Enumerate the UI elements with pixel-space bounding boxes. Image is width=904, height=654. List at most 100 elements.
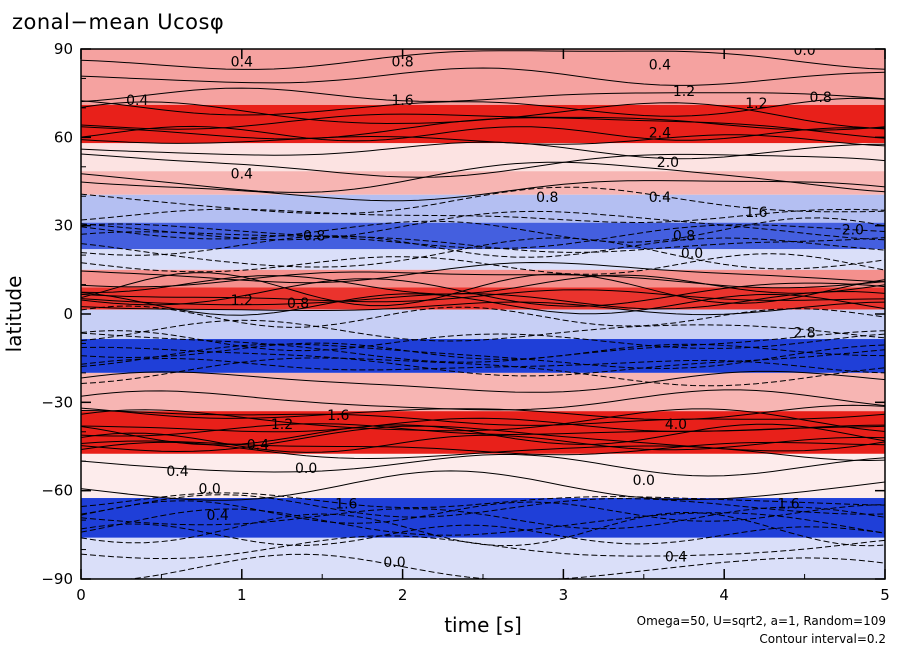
contour-label: 0.8 — [391, 55, 413, 71]
contour-label: 1.2 — [231, 293, 253, 309]
contour-line — [81, 492, 885, 509]
contour-line — [81, 432, 885, 453]
contour-label: 0.8 — [536, 190, 558, 206]
contour-line — [81, 441, 885, 462]
params-note: Omega=50, U=sqrt2, a=1, Random=109 — [636, 614, 886, 628]
contour-line — [81, 346, 885, 377]
contour-line — [81, 113, 885, 131]
contour-lines — [81, 50, 885, 579]
y-tick-label: −90 — [41, 570, 73, 588]
contour-label: 1.2 — [271, 417, 293, 433]
contour-interval-note: Contour interval=0.2 — [759, 632, 886, 646]
contour-line — [81, 389, 885, 411]
contour-label: 2.8 — [793, 326, 815, 342]
contour-line — [81, 511, 885, 547]
contour-line — [81, 423, 885, 437]
field-bands — [81, 49, 885, 579]
contour-label: 0.0 — [295, 461, 317, 477]
contour-line — [81, 425, 885, 453]
x-tick-label: 1 — [237, 586, 247, 604]
field-band — [81, 309, 885, 340]
contour-line — [81, 237, 885, 270]
contour-label: 4.0 — [665, 417, 687, 433]
x-tick-label: 4 — [719, 586, 729, 604]
contour-label: 0.8 — [810, 90, 832, 106]
contour-line — [81, 271, 885, 289]
contour-line — [81, 523, 885, 546]
field-band — [81, 49, 885, 105]
contour-line — [81, 50, 885, 70]
field-band — [81, 222, 885, 250]
contour-line — [81, 301, 885, 316]
y-tick-label: −60 — [41, 482, 73, 500]
contour-line — [81, 274, 885, 295]
y-axis: −90 −60 −30 0 30 60 90 — [41, 40, 885, 588]
contour-label: 1.2 — [745, 96, 767, 112]
x-tick-label: 2 — [398, 586, 408, 604]
contour-line — [81, 208, 885, 224]
contour-label: 1.6 — [335, 496, 357, 512]
contour-line — [81, 292, 885, 316]
contour-label: 1.6 — [391, 93, 413, 109]
contour-label: 0.0 — [681, 246, 703, 262]
contour-line — [81, 161, 885, 193]
contour-label: 1.2 — [673, 84, 695, 100]
contour-label: 0.4 — [231, 55, 253, 71]
field-band — [81, 249, 885, 270]
contour-line — [81, 319, 885, 342]
field-band — [81, 143, 885, 172]
contour-label: 1.6 — [745, 205, 767, 221]
contour-line — [81, 67, 885, 86]
field-band — [81, 339, 885, 373]
contour-label: 0.4 — [649, 190, 671, 206]
contour-line — [81, 231, 885, 253]
contour-label: 0.4 — [649, 58, 671, 74]
contour-label: 0.8 — [673, 228, 695, 244]
y-tick-label: −30 — [41, 393, 73, 411]
contour-line — [81, 440, 885, 456]
y-tick-label: 30 — [54, 217, 73, 235]
contour-label: 0.8 — [287, 296, 309, 312]
y-tick-label: 90 — [54, 40, 73, 58]
contour-label: 0.4 — [247, 437, 269, 453]
contour-line — [81, 261, 885, 284]
contour-line — [81, 454, 885, 477]
contour-line — [81, 305, 885, 328]
contour-line — [81, 508, 885, 536]
contour-label: 0.8 — [303, 228, 325, 244]
contour-label: 1.6 — [777, 496, 799, 512]
contour-line — [81, 117, 885, 140]
contour-label: 2.0 — [842, 223, 864, 239]
contour-line — [81, 290, 885, 310]
contour-line — [81, 500, 885, 524]
contour-labels: 0.4 0.8 0.4 0.0 0.4 1.6 1.2 1.2 0.8 2.4 2.0 0.4 0.8 0… — [126, 43, 864, 571]
x-tick-label: 3 — [559, 586, 569, 604]
contour-line — [81, 408, 885, 432]
contour-line — [81, 272, 885, 307]
field-band — [81, 269, 885, 288]
contour-label: 0.4 — [207, 508, 229, 524]
contour-line — [81, 343, 885, 370]
contour-line — [81, 470, 885, 501]
y-tick-label: 60 — [54, 128, 73, 146]
contour-label: 0.4 — [166, 464, 188, 480]
field-band — [81, 194, 885, 223]
contour-label: 0.0 — [633, 473, 655, 489]
field-band — [81, 171, 885, 195]
contour-label: 2.4 — [649, 125, 671, 141]
contour-label: 2.0 — [657, 155, 679, 171]
contour-line — [81, 370, 885, 393]
contour-label: 0.4 — [665, 549, 687, 565]
x-axis-label: time [s] — [444, 613, 522, 637]
contour-label: 1.6 — [327, 408, 349, 424]
contour-line — [81, 357, 885, 387]
contour-line — [81, 404, 885, 420]
field-band — [81, 453, 885, 499]
x-axis: 0 1 2 3 4 5 — [76, 49, 890, 604]
contour-label: 0.0 — [383, 555, 405, 571]
contour-label: 0.0 — [199, 482, 221, 498]
contour-line — [81, 97, 885, 117]
x-tick-label: 0 — [76, 586, 86, 604]
contour-label: 0.0 — [793, 43, 815, 59]
